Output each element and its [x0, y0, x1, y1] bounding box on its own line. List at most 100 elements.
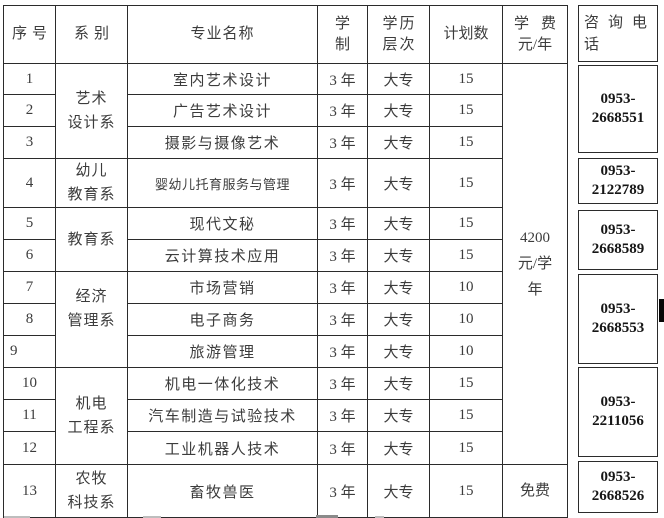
- table-row: 4 幼儿 教育系 婴幼儿托育服务与管理 3 年大专 15: [3, 158, 568, 208]
- duration-cell: 3 年: [317, 464, 368, 518]
- table-header-row: 序号 系别 专业名称 学 制 学历 层次 计划数 学费 元/年: [3, 5, 568, 64]
- row-number-cell: 12: [3, 431, 56, 465]
- table-row: 8 电子商务 3 年大专 10: [3, 303, 568, 336]
- plan-count-cell: 10: [429, 271, 503, 304]
- table-row: 9 旅游管理 3 年大专 10: [3, 335, 568, 368]
- education-level-cell: 大专: [367, 303, 430, 336]
- plan-count-cell: 15: [429, 158, 503, 208]
- major-name-cell: 摄影与摄像艺术: [127, 126, 318, 159]
- screenshot-artifact: [375, 516, 384, 518]
- plan-count-cell: 15: [429, 431, 503, 465]
- duration-cell: 3 年: [317, 367, 368, 400]
- row-number-cell: 11: [3, 399, 56, 432]
- major-name-cell: 畜牧兽医: [127, 464, 318, 518]
- major-name-cell: 婴幼儿托育服务与管理: [127, 158, 318, 208]
- department-cell: 教育系: [55, 207, 128, 272]
- table-row: 2 广告艺术设计 3 年大专 15: [3, 94, 568, 127]
- department-cell: 机电 工程系: [55, 367, 128, 465]
- education-level-cell: 大专: [367, 158, 430, 208]
- row-number-cell: 8: [3, 303, 56, 336]
- phone-number-cell: 0953- 2668526: [578, 461, 658, 513]
- duration-cell: 3 年: [317, 126, 368, 159]
- screenshot-artifact: [4, 516, 30, 518]
- row-number-cell: 7: [3, 271, 56, 304]
- screenshot-edge-artifact: [659, 299, 664, 322]
- major-name-cell: 室内艺术设计: [127, 63, 318, 95]
- education-level-cell: 大专: [367, 271, 430, 304]
- header-education-level: 学历 层次: [367, 5, 430, 64]
- education-level-cell: 大专: [367, 207, 430, 240]
- header-phone: 咨询电话: [578, 5, 658, 62]
- table-row: 6 云计算技术应用 3 年大专 15: [3, 239, 568, 272]
- major-name-cell: 工业机器人技术: [127, 431, 318, 465]
- tuition-cell: 4200 元/学年: [502, 63, 568, 465]
- row-number-cell: 1: [3, 63, 56, 95]
- table-row: 13 农牧 科技系 畜牧兽医 3 年大专 15 免费: [3, 464, 568, 518]
- duration-cell: 3 年: [317, 94, 368, 127]
- plan-count-cell: 10: [429, 335, 503, 368]
- phone-number-cell: 0953- 2668551: [578, 65, 658, 153]
- plan-count-cell: 15: [429, 399, 503, 432]
- row-number-cell: 3: [3, 126, 56, 159]
- header-duration: 学 制: [317, 5, 368, 64]
- education-level-cell: 大专: [367, 94, 430, 127]
- phone-number-cell: 0953- 2668553: [578, 274, 658, 364]
- plan-count-cell: 15: [429, 464, 503, 518]
- plan-count-cell: 15: [429, 63, 503, 95]
- education-level-cell: 大专: [367, 431, 430, 465]
- table-row: 11 汽车制造与试验技术 3 年大专 15: [3, 399, 568, 432]
- major-name-cell: 旅游管理: [127, 335, 318, 368]
- phone-number-cell: 0953- 2211056: [578, 367, 658, 457]
- duration-cell: 3 年: [317, 399, 368, 432]
- header-major-name: 专业名称: [127, 5, 318, 64]
- row-number-cell: 2: [3, 94, 56, 127]
- education-level-cell: 大专: [367, 399, 430, 432]
- education-level-cell: 大专: [367, 126, 430, 159]
- plan-count-cell: 15: [429, 94, 503, 127]
- education-level-cell: 大专: [367, 239, 430, 272]
- phone-number-cell: 0953- 2668589: [578, 210, 658, 270]
- duration-cell: 3 年: [317, 207, 368, 240]
- education-level-cell: 大专: [367, 367, 430, 400]
- major-name-cell: 市场营销: [127, 271, 318, 304]
- duration-cell: 3 年: [317, 239, 368, 272]
- row-number-cell: 6: [3, 239, 56, 272]
- admissions-table: 序号 系别 专业名称 学 制 学历 层次 计划数 学费 元/年 1 艺术 设计系 室内…: [3, 5, 568, 518]
- row-number-cell: 13: [3, 464, 56, 518]
- header-department: 系别: [55, 5, 128, 64]
- table-row: 7 经济 管理系 市场营销 3 年大专 10: [3, 271, 568, 368]
- tuition-free-cell: 免费: [502, 464, 568, 518]
- table-row: 3 摄影与摄像艺术 3 年大专 15: [3, 126, 568, 159]
- department-cell: 艺术 设计系: [55, 63, 128, 159]
- duration-cell: 3 年: [317, 158, 368, 208]
- table-row: 5 教育系 现代文秘 3 年大专 15: [3, 207, 568, 272]
- table-row: 1 艺术 设计系 室内艺术设计 3 年大专 15 4200 元/学年: [3, 63, 568, 465]
- major-name-cell: 现代文秘: [127, 207, 318, 240]
- department-cell: 经济 管理系: [55, 271, 128, 368]
- plan-count-cell: 15: [429, 207, 503, 240]
- phone-number-cell: 0953- 2122789: [578, 158, 658, 204]
- duration-cell: 3 年: [317, 431, 368, 465]
- row-number-cell: 4: [3, 158, 56, 208]
- header-serial-number: 序号: [3, 5, 56, 64]
- row-number-cell: 10: [3, 367, 56, 400]
- major-name-cell: 云计算技术应用: [127, 239, 318, 272]
- department-cell: 幼儿 教育系: [55, 158, 128, 208]
- table-row: 10 机电 工程系 机电一体化技术 3 年大专 15: [3, 367, 568, 465]
- plan-count-cell: 15: [429, 126, 503, 159]
- row-number-cell: 9: [3, 335, 56, 368]
- header-tuition: 学费 元/年: [502, 5, 568, 64]
- major-name-cell: 电子商务: [127, 303, 318, 336]
- major-name-cell: 机电一体化技术: [127, 367, 318, 400]
- screenshot-artifact: [143, 516, 161, 518]
- plan-count-cell: 10: [429, 303, 503, 336]
- education-level-cell: 大专: [367, 63, 430, 95]
- screenshot-artifact: [316, 515, 338, 518]
- duration-cell: 3 年: [317, 271, 368, 304]
- duration-cell: 3 年: [317, 335, 368, 368]
- duration-cell: 3 年: [317, 303, 368, 336]
- table-row: 12 工业机器人技术 3 年大专 15: [3, 431, 568, 465]
- education-level-cell: 大专: [367, 464, 430, 518]
- row-number-cell: 5: [3, 207, 56, 240]
